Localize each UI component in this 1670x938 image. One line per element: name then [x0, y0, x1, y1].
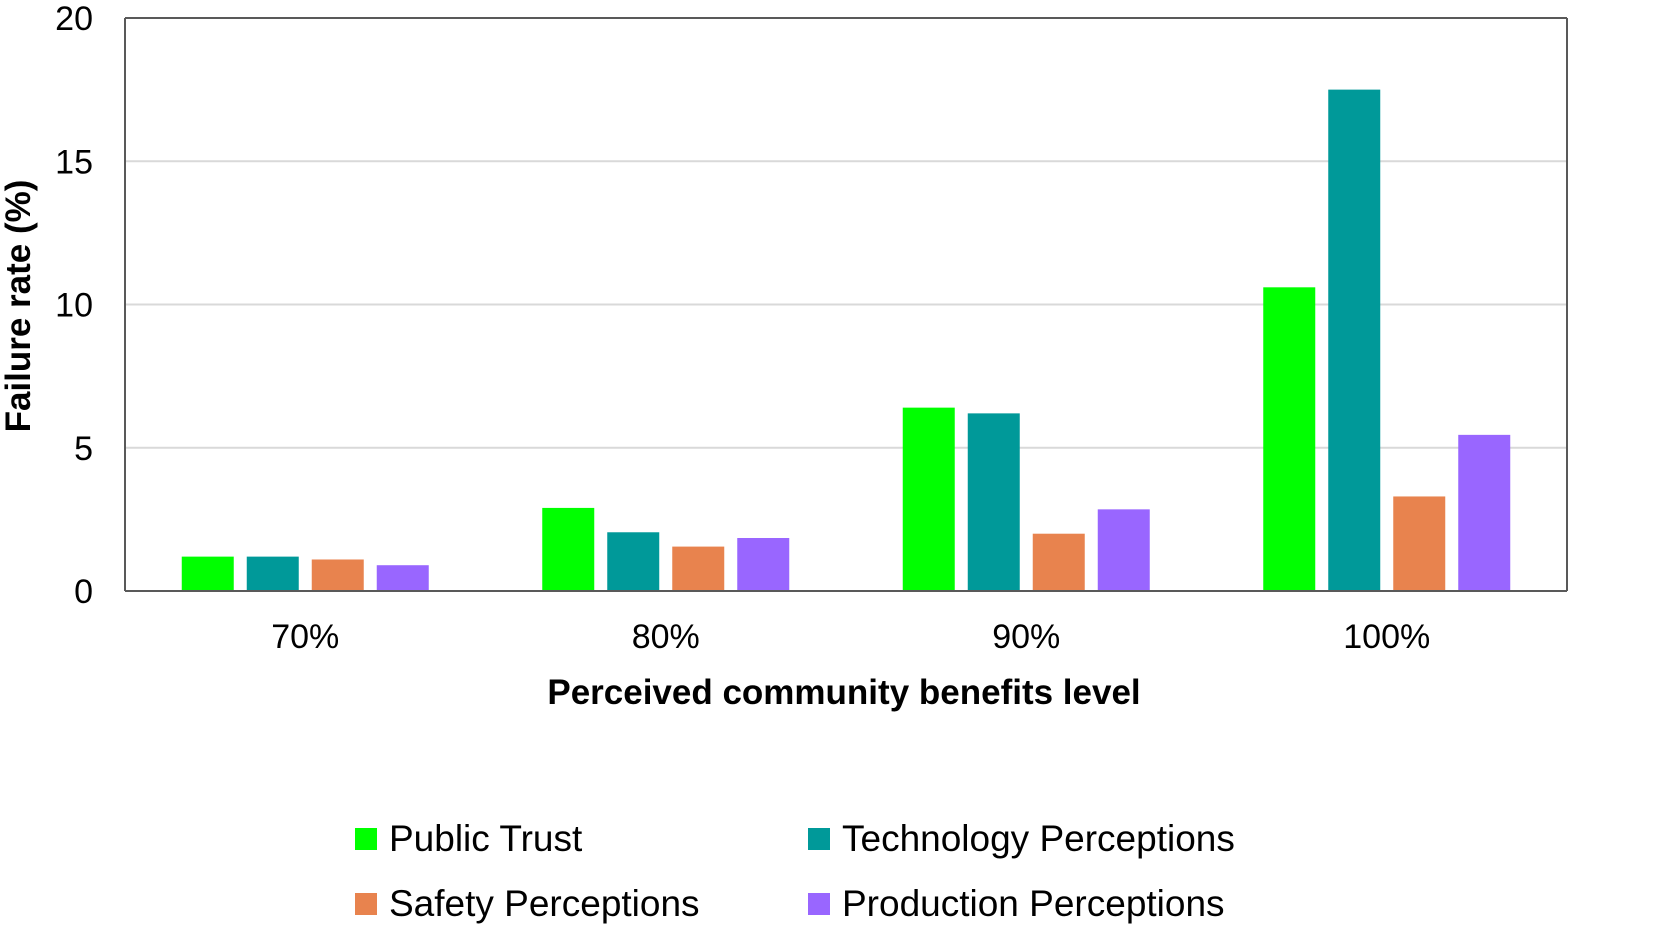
legend-label: Technology Perceptions	[842, 818, 1235, 859]
bar	[737, 537, 790, 591]
bar	[542, 507, 595, 591]
bar	[1097, 509, 1150, 591]
bar	[607, 532, 660, 591]
bar	[181, 556, 234, 591]
legend-item-safety-perceptions: Safety Perceptions	[355, 883, 700, 925]
legend-label: Public Trust	[389, 818, 583, 859]
bar	[1393, 496, 1446, 591]
bar	[376, 565, 429, 591]
y-tick-label: 5	[74, 430, 93, 468]
legend-swatch	[355, 828, 377, 850]
x-tick-label: 90%	[992, 618, 1060, 656]
y-axis-title: Failure rate (%)	[0, 180, 38, 433]
x-tick-label: 80%	[632, 618, 700, 656]
bar-chart: 0 5 10 15 20 70% 80% 90% 100% Perceived communi…	[0, 0, 1568, 712]
y-tick-labels: 0 5 10 15 20	[55, 0, 93, 611]
x-tick-labels: 70% 80% 90% 100%	[271, 618, 1430, 656]
bar	[967, 413, 1020, 591]
legend-swatch	[808, 828, 830, 850]
legend-label: Production Perceptions	[842, 883, 1225, 924]
bar	[672, 546, 725, 591]
x-tick-label: 70%	[271, 618, 339, 656]
y-tick-label: 20	[55, 0, 93, 38]
bar	[1458, 434, 1511, 591]
y-tick-label: 10	[55, 287, 93, 325]
bar	[902, 407, 955, 591]
legend-item-production-perceptions: Production Perceptions	[808, 883, 1225, 925]
bar	[246, 556, 299, 591]
bar	[1032, 533, 1085, 591]
x-axis-title: Perceived community benefits level	[547, 673, 1140, 712]
x-tick-label: 100%	[1343, 618, 1430, 656]
y-tick-label: 0	[74, 573, 93, 611]
legend: Public Trust Technology Perceptions Safe…	[355, 818, 1355, 938]
legend-item-public-trust: Public Trust	[355, 818, 582, 860]
legend-item-technology-perceptions: Technology Perceptions	[808, 818, 1235, 860]
bar	[1328, 89, 1381, 591]
axes	[124, 17, 1568, 592]
y-tick-label: 15	[55, 143, 93, 181]
legend-label: Safety Perceptions	[389, 883, 700, 924]
legend-swatch	[808, 893, 830, 915]
bar	[311, 559, 364, 591]
bar	[1263, 287, 1316, 591]
bars	[181, 89, 1511, 591]
legend-swatch	[355, 893, 377, 915]
